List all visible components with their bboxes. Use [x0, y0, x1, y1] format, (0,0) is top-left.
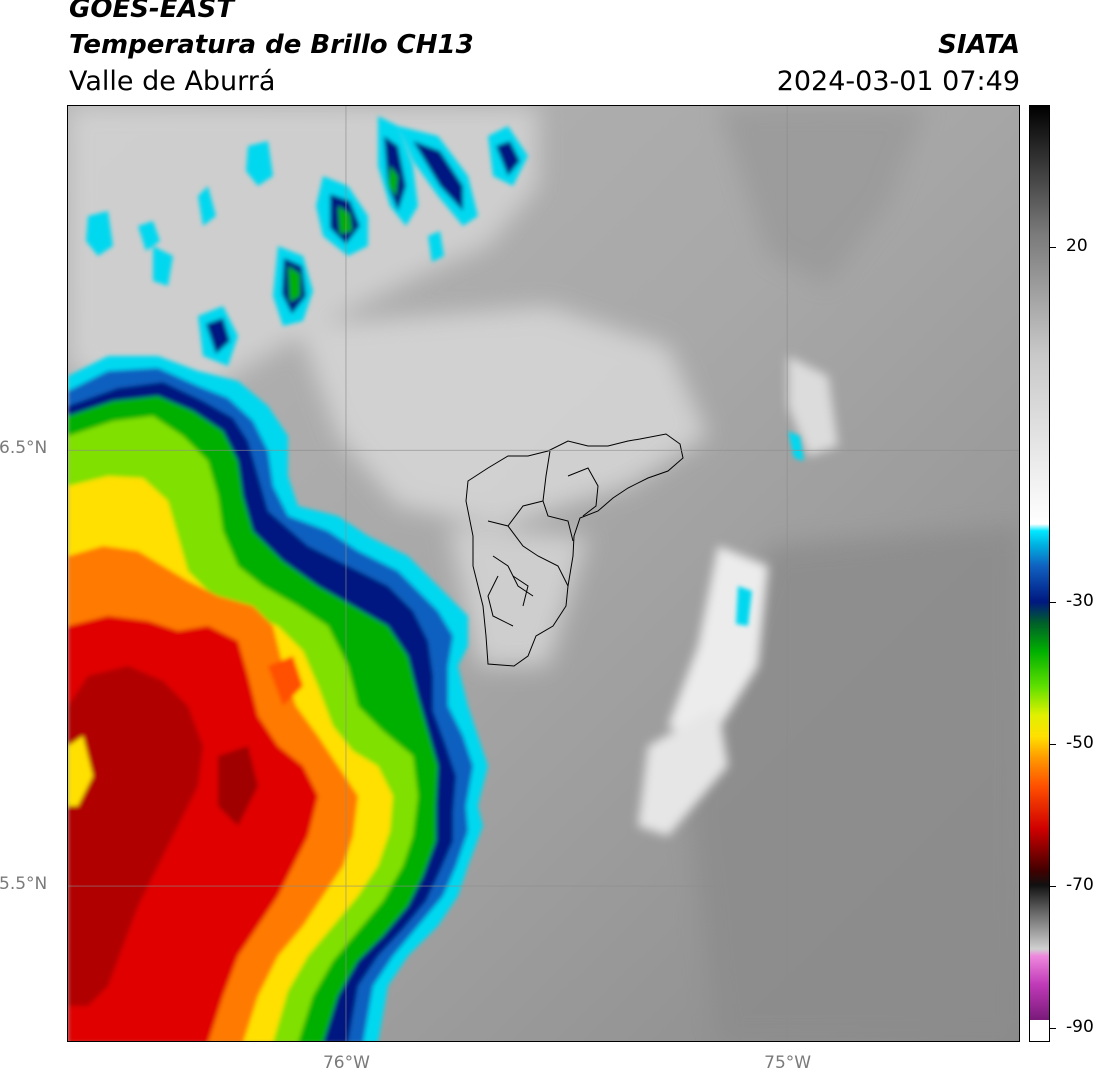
cell-10 [428, 231, 444, 262]
agency-title: SIATA [938, 30, 1020, 60]
cell-14 [138, 221, 160, 251]
lat-tick-label: 6.5°N [0, 438, 48, 459]
colorbar-tick [1050, 885, 1056, 887]
colorbar-label: 20 [1066, 235, 1088, 256]
satellite-map[interactable] [67, 105, 1020, 1042]
convective-system [68, 356, 488, 1041]
graticule [68, 106, 1019, 1041]
colorbar-tick [1050, 246, 1056, 248]
colorbar-label: -50 [1066, 732, 1094, 753]
datetime-label: 2024-03-01 07:49 [776, 66, 1020, 97]
cell-9 [198, 186, 216, 226]
municipal-boundaries [465, 433, 684, 667]
region-title: Valle de Aburrá [69, 66, 276, 97]
small-cells [86, 116, 804, 626]
cell-11 [788, 431, 804, 461]
lon-tick-label: 76°W [322, 1053, 370, 1073]
colorbar-label: -30 [1066, 590, 1094, 611]
product-title: Temperatura de Brillo CH13 [69, 30, 474, 60]
cloud-darkred [68, 666, 203, 1006]
colorbar-tick [1050, 1027, 1056, 1029]
lon-tick-label: 75°W [764, 1053, 812, 1073]
colorbar-label: -70 [1066, 874, 1094, 895]
colorbar-tick [1050, 601, 1056, 603]
cell-8 [153, 246, 173, 286]
satellite-title: GOES-EAST [69, 0, 235, 24]
colorbar-tick [1050, 743, 1056, 745]
temperature-colorbar [1029, 105, 1050, 1042]
colorbar-label: -90 [1066, 1016, 1094, 1037]
valle-aburra-outline [465, 433, 684, 667]
brightness-temperature-map [68, 106, 1019, 1041]
cell-6 [246, 141, 273, 186]
cell-13 [86, 211, 113, 256]
cell-12 [736, 586, 752, 626]
lat-tick-label: 5.5°N [0, 874, 48, 895]
